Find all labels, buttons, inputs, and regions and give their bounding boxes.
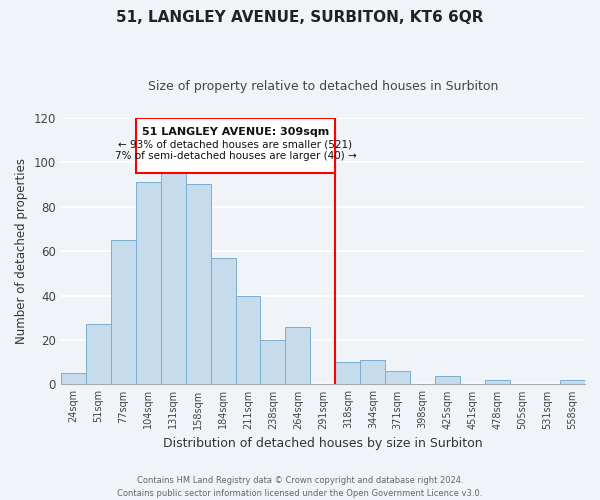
Bar	[185, 184, 211, 384]
Bar	[86, 324, 111, 384]
Bar	[211, 258, 236, 384]
Text: Contains HM Land Registry data © Crown copyright and database right 2024.
Contai: Contains HM Land Registry data © Crown c…	[118, 476, 482, 498]
Text: 51 LANGLEY AVENUE: 309sqm: 51 LANGLEY AVENUE: 309sqm	[142, 126, 329, 136]
Text: 51, LANGLEY AVENUE, SURBITON, KT6 6QR: 51, LANGLEY AVENUE, SURBITON, KT6 6QR	[116, 10, 484, 25]
Title: Size of property relative to detached houses in Surbiton: Size of property relative to detached ho…	[148, 80, 498, 93]
Bar	[435, 376, 460, 384]
Bar	[236, 296, 260, 384]
Bar	[485, 380, 510, 384]
Text: 7% of semi-detached houses are larger (40) →: 7% of semi-detached houses are larger (4…	[115, 151, 356, 161]
Bar	[136, 182, 161, 384]
Bar	[260, 340, 286, 384]
Bar	[385, 371, 410, 384]
Bar	[335, 362, 361, 384]
Bar	[111, 240, 136, 384]
Bar	[136, 118, 335, 174]
Bar	[361, 360, 385, 384]
Y-axis label: Number of detached properties: Number of detached properties	[15, 158, 28, 344]
X-axis label: Distribution of detached houses by size in Surbiton: Distribution of detached houses by size …	[163, 437, 483, 450]
Bar	[560, 380, 585, 384]
Bar	[61, 374, 86, 384]
Text: ← 93% of detached houses are smaller (521): ← 93% of detached houses are smaller (52…	[118, 140, 353, 150]
Bar	[161, 171, 185, 384]
Bar	[286, 326, 310, 384]
